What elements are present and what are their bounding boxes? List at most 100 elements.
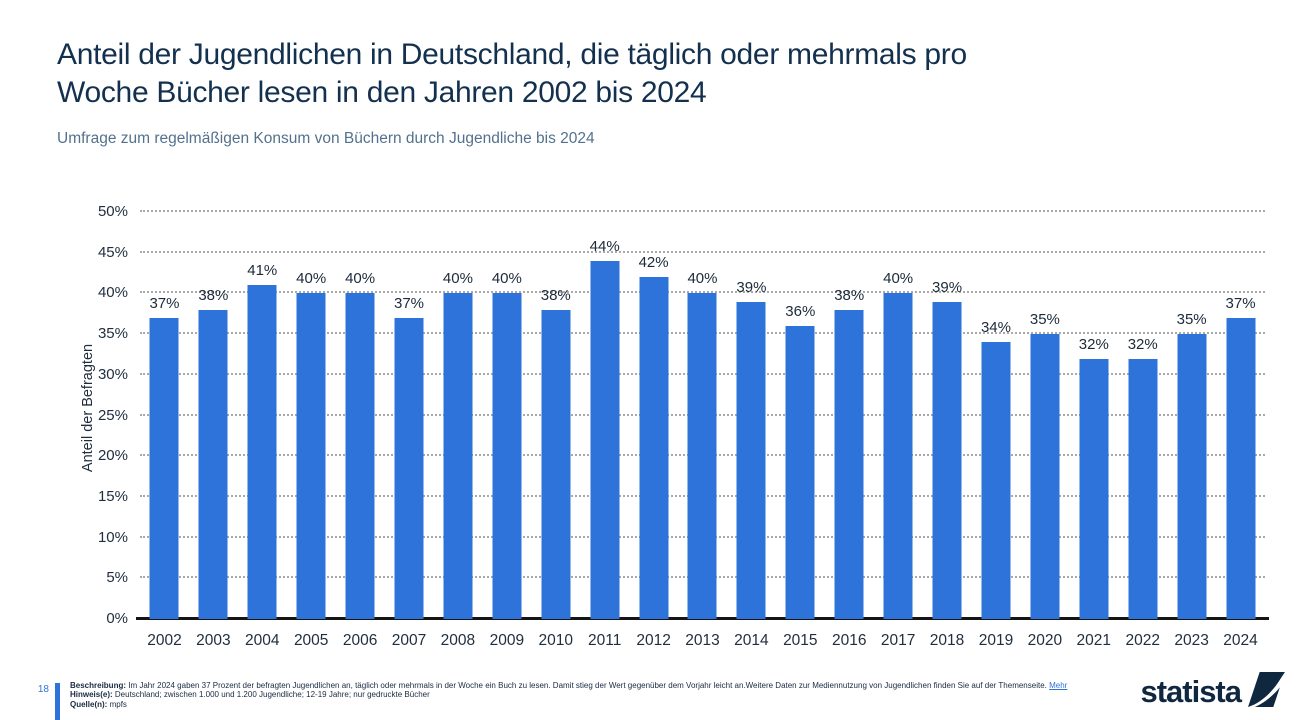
x-tick-label: 2019 <box>978 632 1014 649</box>
y-tick-label: 35% <box>97 325 128 343</box>
bar-2018[interactable] <box>932 301 962 619</box>
bar-slot-2019: 34% 2019 <box>972 212 1021 649</box>
y-tick-label: 0% <box>106 610 128 627</box>
y-tick-label: 20% <box>97 447 128 465</box>
page-number: 18 <box>37 684 49 695</box>
bar-value-label: 39% <box>736 278 767 296</box>
bar-value-label: 34% <box>980 319 1011 337</box>
bar-2011[interactable] <box>590 260 620 619</box>
footer: 18 Beschreibung: Im Jahr 2024 gaben 37 P… <box>33 681 1100 720</box>
gridline-45 <box>140 250 1265 253</box>
bar-slot-2024: 37% 2024 <box>1216 212 1265 649</box>
bar-value-label: 42% <box>638 254 669 272</box>
bar-2013[interactable] <box>687 293 717 619</box>
x-tick-label: 2008 <box>440 632 476 649</box>
bar-2016[interactable] <box>834 309 864 619</box>
bar-slot-2004: 41% 2004 <box>238 212 287 649</box>
x-tick-label: 2004 <box>245 632 280 649</box>
statista-swoosh-icon <box>1248 672 1285 712</box>
x-tick-label: 2007 <box>391 632 427 649</box>
bar-value-label: 39% <box>932 278 963 296</box>
bar-2017[interactable] <box>883 293 913 619</box>
x-tick-label: 2012 <box>636 632 671 649</box>
y-tick-label: 30% <box>97 365 128 383</box>
bar-value-label: 38% <box>834 286 865 304</box>
bar-slot-2013: 40% 2013 <box>678 212 727 649</box>
bar-2005[interactable] <box>296 293 326 619</box>
bar-value-label: 40% <box>442 270 473 288</box>
x-tick-label: 2013 <box>685 632 720 649</box>
bar-2023[interactable] <box>1177 334 1207 619</box>
gridline-40 <box>140 291 1265 294</box>
bar-slot-2014: 39% 2014 <box>727 212 776 649</box>
bar-2010[interactable] <box>541 309 571 619</box>
y-tick-label: 15% <box>97 487 128 505</box>
x-tick-label: 2005 <box>293 632 329 649</box>
source-note: Quelle(n): mpfs <box>70 700 1100 709</box>
bar-value-label: 32% <box>1127 335 1158 353</box>
plot-area: 37% 2002 38% 2003 41% 2004 40% 2005 40% 2006 37% 20… <box>136 210 1269 649</box>
y-tick-label: 5% <box>106 569 128 587</box>
bar-value-label: 38% <box>540 286 571 304</box>
bar-slot-2012: 42% 2012 <box>629 212 678 649</box>
bar-2002[interactable] <box>149 317 179 619</box>
y-tick-label: 45% <box>97 243 128 261</box>
bar-slot-2021: 32% 2021 <box>1069 212 1118 649</box>
bar-2014[interactable] <box>736 301 766 619</box>
bar-value-label: 37% <box>149 294 180 312</box>
bar-2021[interactable] <box>1079 358 1109 619</box>
bar-slot-2010: 38% 2010 <box>531 212 580 649</box>
bar-2020[interactable] <box>1030 334 1060 619</box>
bar-2004[interactable] <box>247 285 277 619</box>
y-tick-label: 10% <box>97 528 128 546</box>
bar-slot-2023: 35% 2023 <box>1167 212 1216 649</box>
bar-value-label: 41% <box>247 262 278 280</box>
bar-2007[interactable] <box>394 317 424 619</box>
bar-2019[interactable] <box>981 342 1011 619</box>
x-tick-label: 2024 <box>1223 632 1258 649</box>
bar-2008[interactable] <box>443 293 473 619</box>
bar-slot-2020: 35% 2020 <box>1020 212 1069 649</box>
bar-2015[interactable] <box>785 325 815 619</box>
bar-slot-2008: 40% 2008 <box>433 212 482 649</box>
x-tick-label: 2003 <box>196 632 231 649</box>
bar-slot-2016: 38% 2016 <box>825 212 874 649</box>
bar-2012[interactable] <box>639 277 669 619</box>
bar-value-label: 40% <box>296 270 327 288</box>
footer-accent-bar <box>55 683 60 720</box>
bar-value-label: 35% <box>1176 311 1207 329</box>
source-label: Quelle(n): <box>70 699 108 709</box>
bar-slot-2007: 37% 2007 <box>385 212 434 649</box>
x-tick-label: 2017 <box>880 632 916 649</box>
bar-value-label: 40% <box>491 270 522 288</box>
bar-value-label: 38% <box>198 286 229 304</box>
bar-value-label: 40% <box>345 270 376 288</box>
bar-slot-2002: 37% 2002 <box>140 212 189 649</box>
hints-note: Hinweis(e): Deutschland; zwischen 1.000 … <box>70 690 1100 699</box>
bar-2006[interactable] <box>345 293 375 619</box>
hints-label: Hinweis(e): <box>70 690 113 700</box>
bar-2009[interactable] <box>492 293 522 619</box>
page-title-line-2: Woche Bücher lesen in den Jahren 2002 bi… <box>57 75 707 109</box>
bar-2022[interactable] <box>1128 358 1158 619</box>
x-tick-label: 2022 <box>1125 632 1160 649</box>
bar-slot-2018: 39% 2018 <box>923 212 972 649</box>
bar-2024[interactable] <box>1226 317 1256 619</box>
x-tick-label: 2010 <box>538 632 573 649</box>
bar-slot-2006: 40% 2006 <box>336 212 385 649</box>
y-tick-label: 25% <box>97 406 128 424</box>
bar-slot-2009: 40% 2009 <box>482 212 531 649</box>
bar-value-label: 37% <box>1225 294 1256 312</box>
description-text: Im Jahr 2024 gaben 37 Prozent der befrag… <box>128 681 1047 690</box>
bar-slot-2011: 44% 2011 <box>580 212 629 649</box>
x-tick-label: 2021 <box>1076 632 1112 649</box>
x-tick-label: 2002 <box>147 632 182 649</box>
chart-subtitle: Umfrage zum regelmäßigen Konsum von Büch… <box>57 130 595 147</box>
description-note: Beschreibung: Im Jahr 2024 gaben 37 Proz… <box>70 681 1100 690</box>
more-link[interactable]: Mehr <box>1049 681 1068 690</box>
bar-value-label: 36% <box>785 302 816 320</box>
x-tick-label: 2023 <box>1174 632 1209 649</box>
bar-slot-2017: 40% 2017 <box>874 212 923 649</box>
bar-2003[interactable] <box>198 309 228 619</box>
